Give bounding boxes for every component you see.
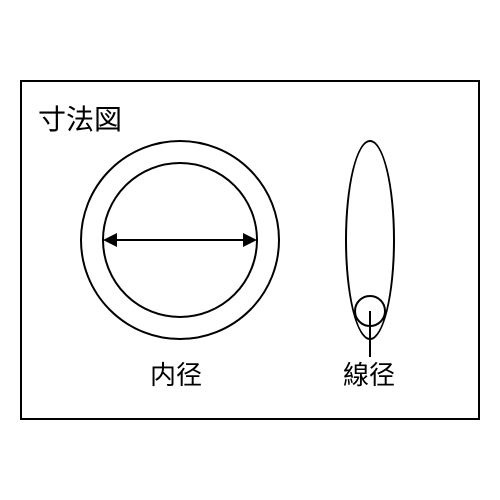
diagram-frame: 寸法図 内径 線径 bbox=[20, 80, 480, 420]
inner-diameter-label: 内径 bbox=[150, 355, 202, 392]
wire-diameter-label: 線径 bbox=[343, 355, 395, 392]
ring-side-view: 線径 bbox=[315, 135, 435, 415]
diagram-content: 内径 線径 bbox=[22, 132, 478, 418]
inner-diameter-arrow bbox=[105, 239, 255, 241]
ring-front-view: 内径 bbox=[65, 135, 295, 415]
arrow-head-right-icon bbox=[243, 233, 257, 247]
wire-diameter-indicator bbox=[369, 311, 371, 357]
